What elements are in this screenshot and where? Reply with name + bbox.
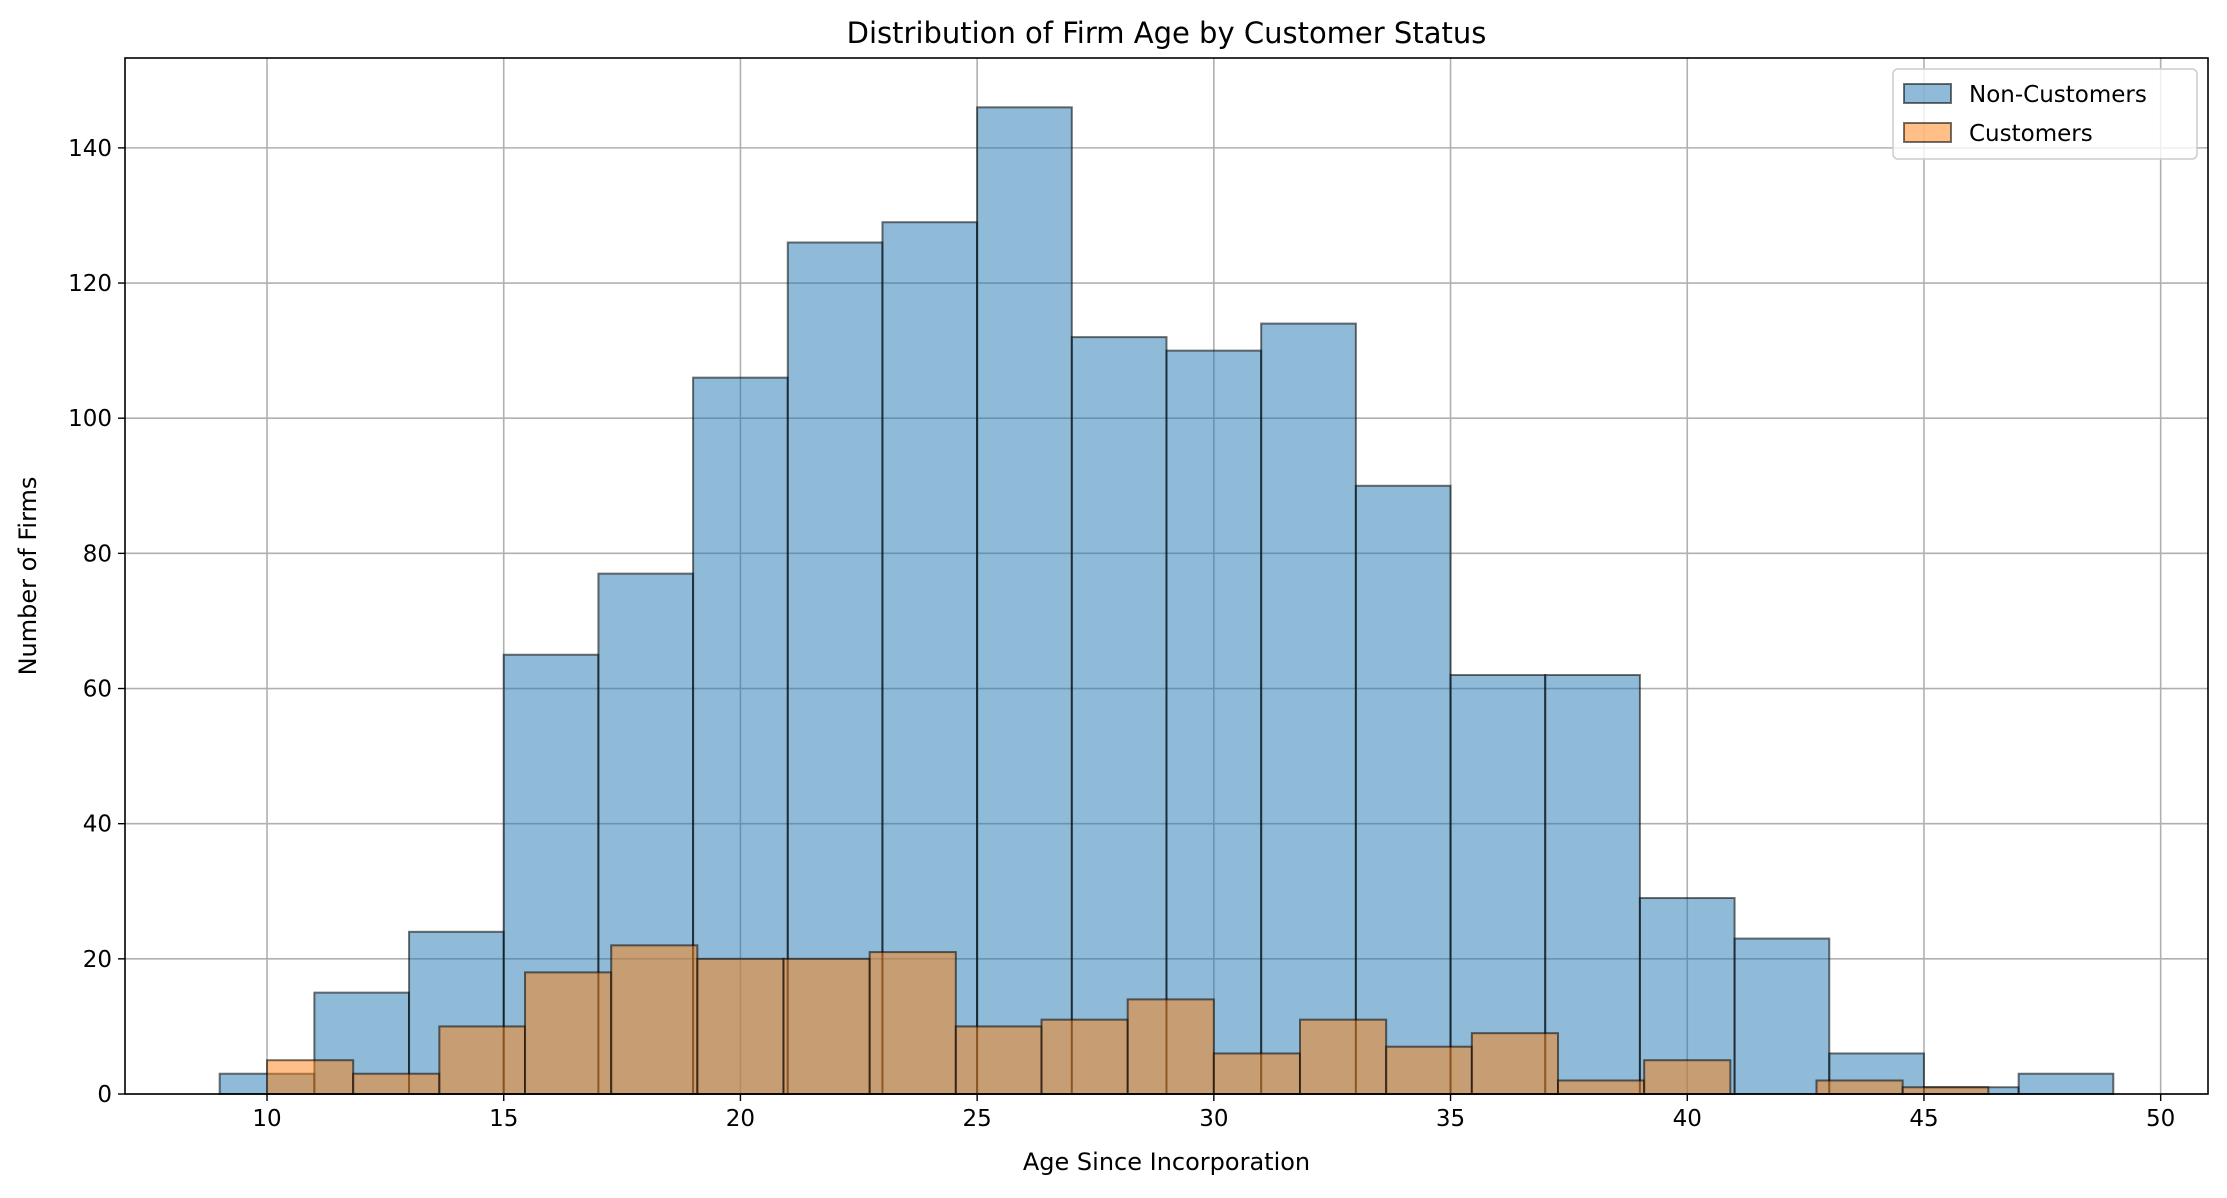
x-tick-label: 45 [1909, 1106, 1938, 1132]
x-tick-label: 40 [1673, 1106, 1702, 1132]
customers-bar [696, 957, 785, 1096]
x-tick-label: 10 [252, 1106, 281, 1132]
customers-bar [1815, 1079, 1904, 1095]
non-customers-bar [881, 221, 979, 1095]
customers-bar [438, 1025, 527, 1095]
legend-swatch [1903, 122, 1952, 143]
non-customers-bar [2017, 1072, 2115, 1096]
non-customers-bar [1165, 349, 1263, 1095]
x-tick-label: 25 [962, 1106, 991, 1132]
customers-bar [266, 1059, 355, 1096]
y-tick-label: 0 [97, 1082, 112, 1108]
non-customers-bar [1260, 322, 1357, 1095]
legend-label: Customers [1969, 121, 2093, 147]
non-customers-bar [1449, 674, 1547, 1095]
customers-bar [524, 971, 613, 1095]
x-tick-label: 15 [489, 1106, 518, 1132]
y-tick-label: 120 [68, 271, 112, 297]
customers-bar [1470, 1032, 1560, 1096]
y-tick-label: 80 [83, 541, 112, 567]
axis-ticks: 10 15 20 25 30 35 40 45 50 0 20 40 60 80 100 120 140 [68, 136, 2175, 1132]
non-customers-bar [1544, 674, 1641, 1095]
x-tick-label: 50 [2146, 1106, 2175, 1132]
chart-title: Distribution of Firm Age by Customer Sta… [847, 16, 1487, 50]
non-customers-bar [1733, 937, 1831, 1096]
bars [218, 106, 2115, 1096]
customers-bar [1040, 1018, 1129, 1096]
customers-bar [610, 944, 699, 1096]
non-customers-bar [786, 241, 884, 1095]
x-tick-label: 30 [1199, 1106, 1228, 1132]
customers-bar [1212, 1052, 1302, 1095]
customers-bar [782, 957, 871, 1096]
non-customers-bar [976, 106, 1073, 1096]
x-tick-label: 35 [1436, 1106, 1465, 1132]
customers-bar [1901, 1086, 1990, 1096]
y-axis-label: Number of Firms [14, 477, 42, 676]
customers-bar [1126, 998, 1215, 1095]
legend: Non-Customers Customers [1892, 68, 2198, 160]
y-tick-label: 60 [83, 677, 112, 703]
y-tick-label: 20 [83, 947, 112, 973]
customers-bar [1643, 1059, 1732, 1096]
customers-bar [352, 1072, 441, 1096]
customers-bar [1385, 1045, 1473, 1096]
non-customers-bar [1070, 336, 1168, 1095]
legend-swatch [1903, 83, 1952, 104]
y-tick-label: 40 [83, 812, 112, 838]
y-tick-label: 100 [68, 406, 112, 432]
non-customers-bar [1354, 484, 1452, 1095]
y-tick-label: 140 [68, 136, 112, 162]
customers-bar [1557, 1079, 1646, 1095]
customers-bar [1299, 1018, 1388, 1096]
customers-bar [868, 951, 957, 1096]
x-axis-label: Age Since Incorporation [1023, 1148, 1310, 1176]
legend-frame [1892, 68, 2198, 160]
customers-bar [954, 1025, 1043, 1095]
x-tick-label: 20 [726, 1106, 755, 1132]
legend-label: Non-Customers [1969, 82, 2147, 108]
plot-frame [124, 57, 2209, 1095]
